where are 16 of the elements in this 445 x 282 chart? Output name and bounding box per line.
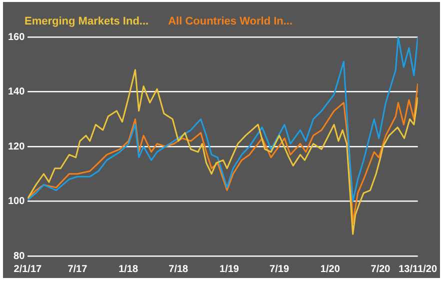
x-tick-label: 2/1/17 <box>14 264 42 275</box>
x-tick-label: 1/20 <box>320 264 340 275</box>
y-tick-label: 120 <box>8 141 26 152</box>
x-tick-label: 7/20 <box>370 264 391 275</box>
y-tick-label: 140 <box>8 86 26 98</box>
x-tick-label: 7/19 <box>270 264 290 275</box>
x-tick-label: 1/19 <box>220 264 240 275</box>
y-tick-label: 80 <box>14 250 26 262</box>
x-tick-label: 7/17 <box>68 264 88 275</box>
y-tick-label: 160 <box>8 32 26 43</box>
x-tick-label: 7/18 <box>168 264 189 275</box>
x-tick-label: 13/11/20 <box>398 264 438 275</box>
x-tick-label: 1/18 <box>118 264 138 275</box>
text: All Countries World In... <box>168 16 293 28</box>
text: Emerging Markets Ind... <box>24 16 149 28</box>
y-tick-label: 100 <box>8 196 26 207</box>
